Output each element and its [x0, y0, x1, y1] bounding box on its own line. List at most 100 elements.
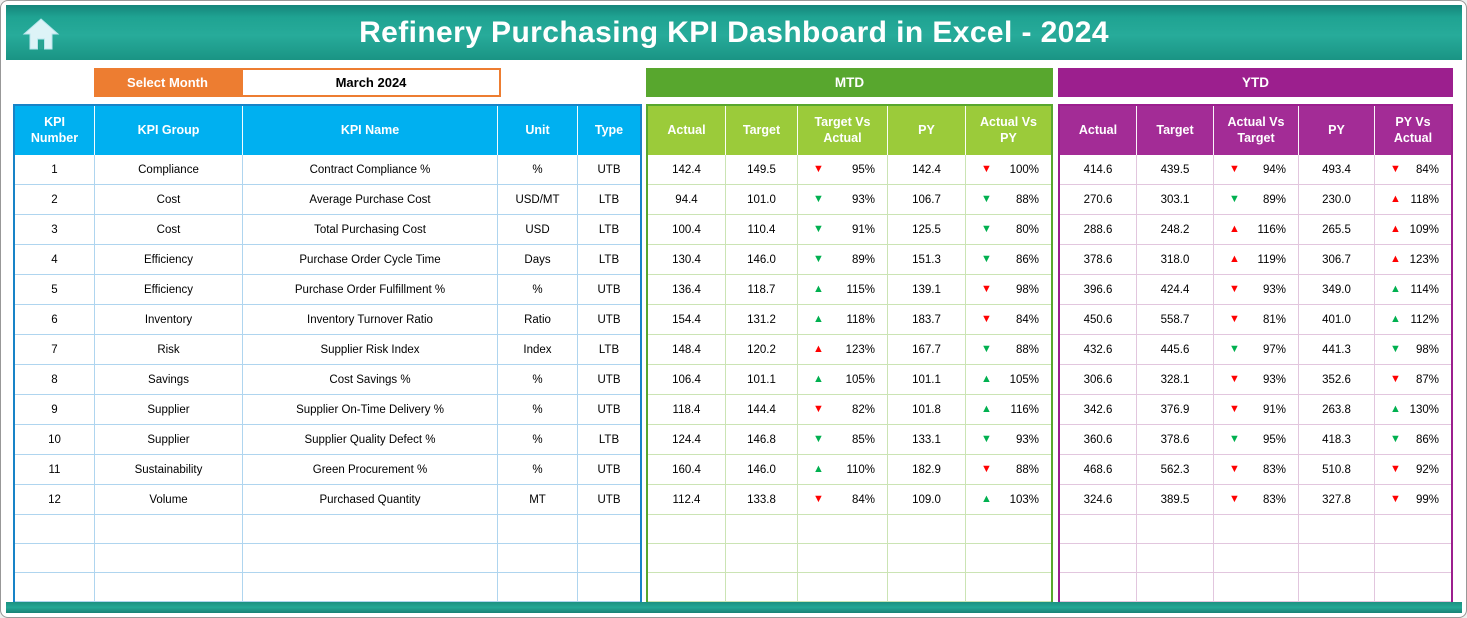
- empty-cell[interactable]: [966, 544, 1051, 573]
- target-cell[interactable]: 558.7: [1137, 305, 1214, 335]
- target-vs-actual-cell[interactable]: ▲ 105%: [798, 365, 888, 395]
- target-cell[interactable]: 378.6: [1137, 425, 1214, 455]
- py-cell[interactable]: 109.0: [888, 485, 966, 515]
- empty-cell[interactable]: [1137, 515, 1214, 544]
- empty-cell[interactable]: [243, 515, 498, 544]
- target-vs-actual-cell[interactable]: ▼ 84%: [798, 485, 888, 515]
- actual-vs-py-cell[interactable]: ▼ 88%: [966, 455, 1051, 485]
- actual-vs-target-cell[interactable]: ▼ 81%: [1214, 305, 1299, 335]
- empty-cell[interactable]: [1060, 573, 1137, 602]
- py-cell[interactable]: 106.7: [888, 185, 966, 215]
- empty-cell[interactable]: [243, 544, 498, 573]
- actual-cell[interactable]: 142.4: [648, 155, 726, 185]
- py-cell[interactable]: 182.9: [888, 455, 966, 485]
- target-vs-actual-cell[interactable]: ▼ 93%: [798, 185, 888, 215]
- kpi-name-cell[interactable]: Total Purchasing Cost: [243, 215, 498, 245]
- target-cell[interactable]: 118.7: [726, 275, 798, 305]
- actual-vs-py-cell[interactable]: ▼ 100%: [966, 155, 1051, 185]
- target-cell[interactable]: 389.5: [1137, 485, 1214, 515]
- empty-cell[interactable]: [798, 544, 888, 573]
- actual-cell[interactable]: 160.4: [648, 455, 726, 485]
- actual-cell[interactable]: 306.6: [1060, 365, 1137, 395]
- target-cell[interactable]: 376.9: [1137, 395, 1214, 425]
- unit-cell[interactable]: %: [498, 155, 578, 185]
- kpi-name-cell[interactable]: Cost Savings %: [243, 365, 498, 395]
- empty-cell[interactable]: [1375, 573, 1451, 602]
- kpi-group-cell[interactable]: Sustainability: [95, 455, 243, 485]
- empty-cell[interactable]: [498, 515, 578, 544]
- empty-cell[interactable]: [1060, 544, 1137, 573]
- target-vs-actual-cell[interactable]: ▲ 110%: [798, 455, 888, 485]
- empty-cell[interactable]: [648, 544, 726, 573]
- empty-cell[interactable]: [95, 544, 243, 573]
- target-cell[interactable]: 110.4: [726, 215, 798, 245]
- py-cell[interactable]: 510.8: [1299, 455, 1375, 485]
- empty-cell[interactable]: [95, 573, 243, 602]
- kpi-name-cell[interactable]: Supplier Risk Index: [243, 335, 498, 365]
- actual-vs-target-cell[interactable]: ▼ 93%: [1214, 275, 1299, 305]
- empty-cell[interactable]: [726, 515, 798, 544]
- kpi-number-cell[interactable]: 5: [15, 275, 95, 305]
- type-cell[interactable]: UTB: [578, 275, 640, 305]
- target-vs-actual-cell[interactable]: ▲ 115%: [798, 275, 888, 305]
- py-cell[interactable]: 327.8: [1299, 485, 1375, 515]
- empty-cell[interactable]: [648, 573, 726, 602]
- py-vs-actual-cell[interactable]: ▼ 84%: [1375, 155, 1451, 185]
- unit-cell[interactable]: Index: [498, 335, 578, 365]
- empty-cell[interactable]: [888, 544, 966, 573]
- py-cell[interactable]: 101.1: [888, 365, 966, 395]
- actual-vs-target-cell[interactable]: ▼ 93%: [1214, 365, 1299, 395]
- kpi-number-cell[interactable]: 3: [15, 215, 95, 245]
- actual-cell[interactable]: 130.4: [648, 245, 726, 275]
- actual-cell[interactable]: 414.6: [1060, 155, 1137, 185]
- py-cell[interactable]: 265.5: [1299, 215, 1375, 245]
- month-dropdown[interactable]: March 2024: [241, 68, 501, 97]
- py-cell[interactable]: 101.8: [888, 395, 966, 425]
- kpi-name-cell[interactable]: Purchase Order Fulfillment %: [243, 275, 498, 305]
- actual-vs-py-cell[interactable]: ▼ 93%: [966, 425, 1051, 455]
- actual-vs-target-cell[interactable]: ▼ 83%: [1214, 485, 1299, 515]
- empty-cell[interactable]: [1137, 544, 1214, 573]
- py-cell[interactable]: 125.5: [888, 215, 966, 245]
- target-vs-actual-cell[interactable]: ▼ 82%: [798, 395, 888, 425]
- kpi-group-cell[interactable]: Savings: [95, 365, 243, 395]
- type-cell[interactable]: UTB: [578, 485, 640, 515]
- target-cell[interactable]: 144.4: [726, 395, 798, 425]
- actual-vs-py-cell[interactable]: ▼ 88%: [966, 185, 1051, 215]
- actual-vs-target-cell[interactable]: ▼ 97%: [1214, 335, 1299, 365]
- target-vs-actual-cell[interactable]: ▼ 95%: [798, 155, 888, 185]
- target-cell[interactable]: 439.5: [1137, 155, 1214, 185]
- empty-cell[interactable]: [1299, 573, 1375, 602]
- py-vs-actual-cell[interactable]: ▲ 109%: [1375, 215, 1451, 245]
- empty-cell[interactable]: [966, 573, 1051, 602]
- empty-cell[interactable]: [726, 544, 798, 573]
- kpi-number-cell[interactable]: 11: [15, 455, 95, 485]
- actual-cell[interactable]: 136.4: [648, 275, 726, 305]
- unit-cell[interactable]: %: [498, 455, 578, 485]
- empty-cell[interactable]: [648, 515, 726, 544]
- actual-vs-py-cell[interactable]: ▼ 98%: [966, 275, 1051, 305]
- actual-vs-py-cell[interactable]: ▲ 116%: [966, 395, 1051, 425]
- kpi-number-cell[interactable]: 6: [15, 305, 95, 335]
- type-cell[interactable]: UTB: [578, 455, 640, 485]
- type-cell[interactable]: LTB: [578, 425, 640, 455]
- py-vs-actual-cell[interactable]: ▼ 87%: [1375, 365, 1451, 395]
- unit-cell[interactable]: %: [498, 365, 578, 395]
- kpi-group-cell[interactable]: Compliance: [95, 155, 243, 185]
- target-cell[interactable]: 131.2: [726, 305, 798, 335]
- actual-cell[interactable]: 432.6: [1060, 335, 1137, 365]
- target-cell[interactable]: 120.2: [726, 335, 798, 365]
- actual-cell[interactable]: 100.4: [648, 215, 726, 245]
- py-cell[interactable]: 441.3: [1299, 335, 1375, 365]
- type-cell[interactable]: UTB: [578, 305, 640, 335]
- actual-vs-py-cell[interactable]: ▼ 84%: [966, 305, 1051, 335]
- actual-vs-target-cell[interactable]: ▼ 94%: [1214, 155, 1299, 185]
- kpi-group-cell[interactable]: Risk: [95, 335, 243, 365]
- actual-cell[interactable]: 270.6: [1060, 185, 1137, 215]
- actual-cell[interactable]: 118.4: [648, 395, 726, 425]
- py-cell[interactable]: 139.1: [888, 275, 966, 305]
- target-cell[interactable]: 149.5: [726, 155, 798, 185]
- empty-cell[interactable]: [798, 573, 888, 602]
- py-vs-actual-cell[interactable]: ▲ 118%: [1375, 185, 1451, 215]
- kpi-group-cell[interactable]: Volume: [95, 485, 243, 515]
